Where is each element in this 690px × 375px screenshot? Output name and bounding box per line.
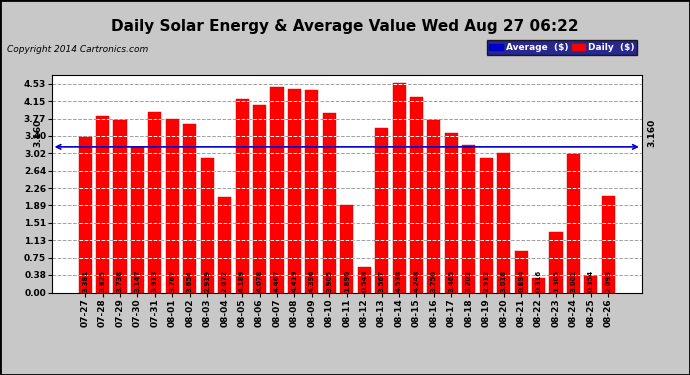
Bar	[184, 124, 196, 292]
Text: 3.160: 3.160	[647, 118, 657, 147]
Text: 1.305: 1.305	[553, 270, 559, 292]
Text: Daily Solar Energy & Average Value Wed Aug 27 06:22: Daily Solar Energy & Average Value Wed A…	[111, 19, 579, 34]
Bar	[96, 116, 109, 292]
Bar	[515, 251, 528, 292]
Bar	[584, 276, 598, 292]
Text: 3.567: 3.567	[379, 270, 384, 292]
Bar	[602, 196, 615, 292]
Text: 3.750: 3.750	[431, 270, 437, 292]
Bar	[497, 153, 510, 292]
Text: 0.548: 0.548	[361, 270, 367, 292]
Text: 0.894: 0.894	[518, 270, 524, 292]
Bar	[288, 89, 301, 292]
Text: 0.354: 0.354	[588, 270, 594, 292]
Bar	[462, 145, 475, 292]
Bar	[235, 99, 248, 292]
Text: 3.825: 3.825	[99, 270, 106, 292]
Bar	[567, 154, 580, 292]
Text: 3.905: 3.905	[326, 270, 333, 292]
Text: 3.738: 3.738	[117, 270, 123, 292]
Text: 2.919: 2.919	[204, 270, 210, 292]
Bar	[270, 87, 284, 292]
Text: 3.465: 3.465	[448, 270, 455, 292]
Bar	[375, 128, 388, 292]
Bar	[357, 267, 371, 292]
Bar	[113, 120, 126, 292]
Bar	[305, 90, 318, 292]
Text: 3.913: 3.913	[152, 270, 158, 292]
Bar	[445, 133, 458, 292]
Text: 4.189: 4.189	[239, 270, 245, 292]
Bar	[218, 197, 231, 292]
Bar	[410, 97, 423, 292]
Text: Copyright 2014 Cartronics.com: Copyright 2014 Cartronics.com	[7, 45, 148, 54]
Bar	[131, 147, 144, 292]
Text: 4.467: 4.467	[274, 270, 280, 292]
Text: 2.912: 2.912	[483, 270, 489, 292]
Text: 4.078: 4.078	[257, 270, 262, 292]
Text: 4.248: 4.248	[413, 270, 420, 292]
Text: 3.160: 3.160	[33, 118, 43, 147]
Bar	[549, 232, 562, 292]
Text: 4.419: 4.419	[291, 270, 297, 292]
Bar	[253, 105, 266, 292]
Text: 3.147: 3.147	[135, 270, 141, 292]
Text: 2.072: 2.072	[221, 270, 228, 292]
Text: 1.890: 1.890	[344, 270, 350, 292]
Bar	[323, 112, 336, 292]
Bar	[427, 120, 440, 292]
Bar	[340, 206, 353, 292]
Text: 3.767: 3.767	[169, 270, 175, 292]
Bar	[532, 278, 545, 292]
Bar	[79, 137, 92, 292]
Text: 3.202: 3.202	[466, 270, 472, 292]
Bar	[148, 112, 161, 292]
Text: 0.316: 0.316	[535, 270, 542, 292]
Bar	[393, 83, 406, 292]
Bar	[480, 158, 493, 292]
Text: 2.093: 2.093	[605, 270, 611, 292]
Text: 3.002: 3.002	[571, 270, 576, 292]
Bar	[201, 158, 214, 292]
Bar	[166, 119, 179, 292]
Text: 4.538: 4.538	[396, 270, 402, 292]
Text: 3.018: 3.018	[501, 270, 506, 292]
Text: 4.396: 4.396	[309, 270, 315, 292]
Text: 3.381: 3.381	[82, 270, 88, 292]
Text: 3.654: 3.654	[187, 270, 193, 292]
Legend: Average  ($), Daily  ($): Average ($), Daily ($)	[486, 40, 637, 55]
